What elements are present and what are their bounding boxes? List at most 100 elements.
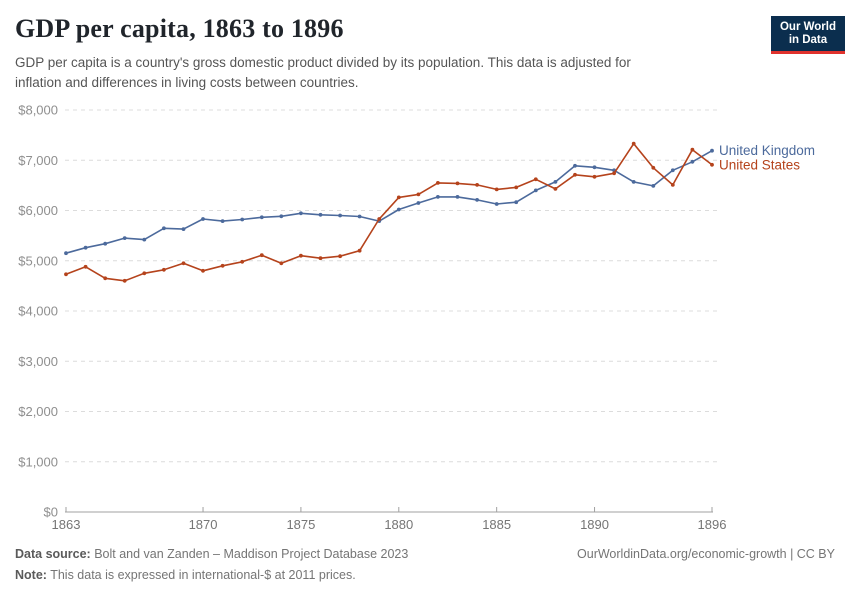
y-axis-label: $0: [44, 505, 58, 520]
y-axis-label: $3,000: [18, 354, 58, 369]
data-source: Data source: Bolt and van Zanden – Maddi…: [15, 544, 408, 565]
x-axis-label: 1890: [580, 517, 609, 532]
series-point: [592, 174, 597, 179]
y-axis-label: $4,000: [18, 304, 58, 319]
chart-subtitle: GDP per capita is a country's gross dome…: [15, 53, 735, 93]
x-axis-label: 1870: [189, 517, 218, 532]
series-point: [436, 181, 440, 185]
series-point: [670, 168, 675, 173]
series-point: [651, 165, 656, 170]
series-point: [396, 195, 401, 200]
x-axis-label: 1885: [482, 517, 511, 532]
series-point: [612, 171, 616, 176]
series-point: [338, 254, 342, 259]
subtitle-line-1: GDP per capita is a country's gross dome…: [15, 55, 631, 70]
series-point: [338, 213, 342, 218]
series-point: [494, 202, 499, 206]
series-point: [436, 195, 440, 199]
series-point: [142, 271, 147, 276]
y-axis-label: $2,000: [18, 404, 58, 419]
line-chart: $0 $1,000 $2,000 $3,000 $4,000 $5,000 $6,000 $7…: [18, 103, 815, 533]
series-point: [631, 141, 636, 146]
series-point: [318, 212, 323, 217]
series-point: [279, 214, 284, 219]
united-states-label: United States: [719, 157, 800, 172]
series-point: [631, 180, 636, 184]
series-point: [240, 217, 245, 222]
series-point: [475, 198, 479, 202]
series-point: [201, 268, 205, 273]
series-point: [553, 180, 558, 184]
x-axis-label: 1863: [52, 517, 81, 532]
footer-row-1: Data source: Bolt and van Zanden – Maddi…: [15, 544, 835, 565]
series-point: [299, 253, 303, 258]
series-point: [494, 187, 499, 192]
series-point: [64, 251, 68, 256]
y-axis-label: $6,000: [18, 203, 58, 218]
chart-footer: Data source: Bolt and van Zanden – Maddi…: [15, 544, 835, 586]
series-point: [573, 163, 577, 168]
x-axis-label: 1896: [698, 517, 727, 532]
series-point: [416, 201, 421, 205]
footer-row-2: Note: This data is expressed in internat…: [15, 565, 835, 586]
series-point: [710, 148, 714, 153]
series-point: [455, 195, 460, 199]
license-link[interactable]: OurWorldinData.org/economic-growth | CC …: [577, 547, 835, 561]
series-point: [651, 184, 656, 188]
series-point: [103, 241, 108, 246]
series-point: [533, 188, 538, 193]
y-axis-label: $7,000: [18, 153, 58, 168]
series-point: [318, 256, 323, 261]
series-point: [377, 217, 382, 221]
series-point: [122, 278, 127, 283]
series-point: [357, 214, 362, 219]
owid-logo-line2: in Data: [788, 34, 828, 46]
series-point: [357, 248, 362, 253]
y-axis-label: $5,000: [18, 253, 58, 268]
series-point: [83, 264, 88, 269]
note-label: Note:: [15, 568, 47, 582]
series-point: [553, 187, 558, 191]
united-kingdom-label: United Kingdom: [719, 143, 815, 158]
united-kingdom-line: [65, 149, 713, 254]
series-point: [533, 177, 538, 182]
series-point: [475, 183, 479, 187]
series-point: [181, 227, 186, 232]
series-point: [64, 272, 68, 277]
x-axis-label: 1880: [384, 517, 413, 532]
series-point: [396, 207, 401, 212]
series-point: [416, 192, 421, 197]
series-point: [201, 217, 205, 221]
series-point: [122, 236, 127, 241]
series-point: [162, 267, 166, 272]
series-point: [142, 237, 147, 242]
series-point: [259, 215, 264, 220]
series-point: [514, 200, 519, 205]
series-point: [592, 165, 597, 170]
series-point: [690, 159, 695, 164]
series-point: [710, 162, 714, 167]
note-text: This data is expressed in international-…: [46, 568, 356, 582]
owid-logo-line1: Our World: [779, 21, 836, 33]
series-point: [240, 259, 245, 264]
x-axis-label: 1875: [286, 517, 315, 532]
series-point: [690, 147, 695, 152]
owid-logo: Our World in Data: [770, 16, 845, 54]
series-point: [514, 185, 519, 190]
series-point: [220, 263, 225, 268]
y-axis-label: $1,000: [18, 454, 58, 469]
data-source-label: Data source:: [15, 547, 91, 561]
page-title: GDP per capita, 1863 to 1896: [15, 14, 344, 43]
series-point: [259, 253, 264, 258]
note: Note: This data is expressed in internat…: [15, 565, 356, 586]
data-source-text: Bolt and van Zanden – Maddison Project D…: [90, 547, 409, 561]
subtitle-line-2: inflation and differences in living cost…: [15, 75, 359, 90]
y-axis-label: $8,000: [18, 103, 58, 118]
series-point: [162, 226, 166, 231]
series-point: [181, 261, 186, 266]
series-point: [220, 219, 225, 223]
series-point: [83, 245, 88, 250]
series-point: [299, 211, 303, 216]
series-point: [670, 183, 675, 187]
